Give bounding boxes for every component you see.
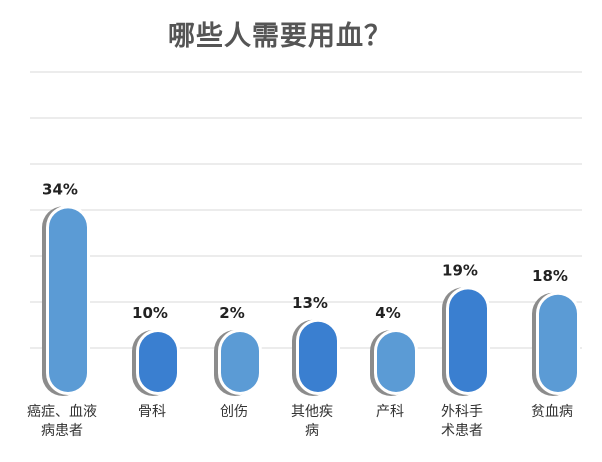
category-label: 术患者 bbox=[441, 423, 483, 439]
chart-title: 哪些人需要用血？ bbox=[168, 21, 392, 52]
bar bbox=[377, 332, 415, 392]
value-label: 4% bbox=[375, 304, 400, 322]
category-label: 病患者 bbox=[41, 423, 83, 439]
category-label: 贫血病 bbox=[531, 404, 573, 420]
value-label: 2% bbox=[219, 304, 244, 322]
category-label: 癌症、血液 bbox=[27, 404, 97, 420]
value-label: 18% bbox=[532, 267, 568, 285]
value-label: 34% bbox=[42, 180, 78, 198]
value-label: 19% bbox=[442, 261, 478, 279]
category-label: 外科手 bbox=[441, 404, 483, 420]
category-label: 骨科 bbox=[138, 404, 166, 420]
bar bbox=[299, 321, 337, 392]
category-label: 其他疾 bbox=[291, 404, 333, 420]
bar bbox=[539, 294, 577, 392]
value-label: 10% bbox=[132, 304, 168, 322]
category-label: 病 bbox=[305, 423, 319, 439]
bar bbox=[449, 289, 487, 392]
value-label: 13% bbox=[292, 294, 328, 312]
bar bbox=[49, 208, 87, 392]
category-label: 产科 bbox=[376, 404, 404, 420]
bar bbox=[221, 332, 259, 392]
bar bbox=[139, 332, 177, 392]
category-label: 创伤 bbox=[220, 404, 248, 420]
